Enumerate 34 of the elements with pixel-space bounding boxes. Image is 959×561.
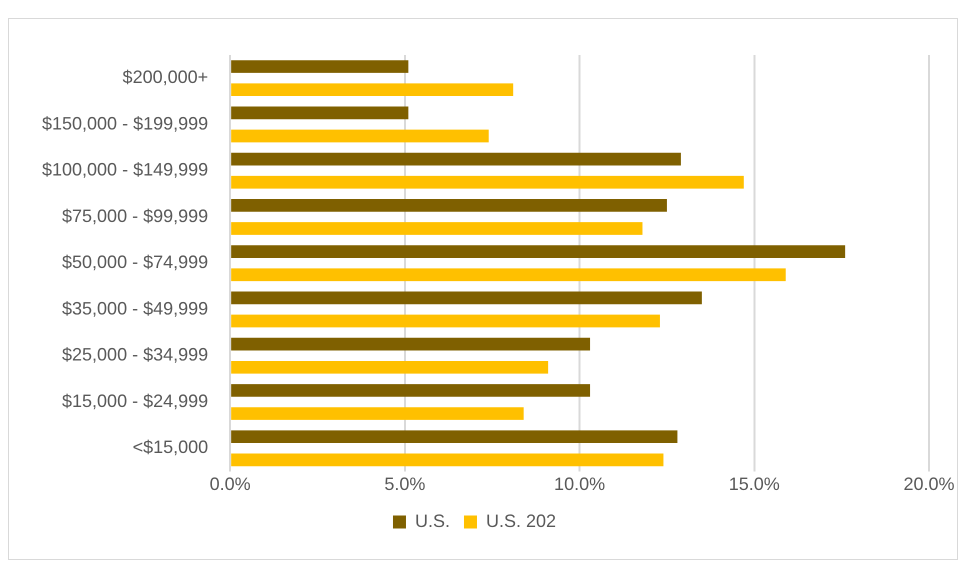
y-tick-label: $50,000 - $74,999: [62, 252, 208, 272]
bar: [231, 222, 642, 235]
y-tick-label: $200,000+: [122, 67, 208, 88]
bar: [231, 360, 548, 374]
bar: [231, 60, 408, 73]
y-tick-label: <$15,000: [132, 437, 208, 458]
bar: [231, 199, 667, 212]
y-tick-label: $15,000 - $24,999: [62, 390, 208, 411]
bar: [231, 176, 744, 189]
x-tick-label: 0.0%: [210, 474, 251, 494]
y-tick-label: $150,000 - $199,999: [42, 113, 208, 134]
bar: [231, 338, 590, 351]
bar: [231, 292, 702, 304]
legend-label: U.S.: [414, 510, 450, 531]
bar: [231, 83, 514, 96]
y-tick-label: $25,000 - $34,999: [62, 344, 208, 365]
legend-label: U.S. 202: [486, 510, 556, 531]
y-tick-label: $75,000 - $99,999: [62, 206, 208, 226]
x-tick-label: 10.0%: [554, 474, 606, 494]
y-tick-label: $35,000 - $49,999: [62, 298, 208, 318]
bar: [231, 314, 660, 328]
x-tick-label: 15.0%: [728, 474, 780, 494]
bar: [231, 268, 786, 282]
y-tick-label: $100,000 - $149,999: [42, 160, 208, 180]
bar: [231, 130, 489, 142]
bar: [231, 430, 678, 444]
bar: [231, 384, 590, 397]
bar: [231, 453, 664, 466]
bar: [231, 106, 408, 120]
bar: [231, 407, 524, 420]
bar: [231, 152, 681, 166]
bar: [231, 245, 846, 258]
x-tick-label: 5.0%: [384, 474, 426, 494]
x-tick-label: 20.0%: [903, 474, 955, 494]
